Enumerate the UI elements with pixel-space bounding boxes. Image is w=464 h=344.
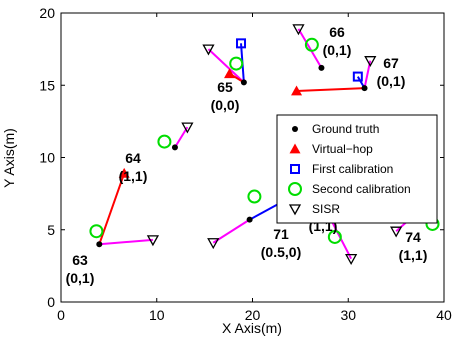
y-tick-label: 15	[39, 77, 55, 93]
node-state-label-67: (0,1)	[377, 73, 406, 89]
x-tick-label: 40	[436, 307, 452, 323]
node-state-label-66: (0,1)	[323, 42, 352, 58]
vhop-link-67	[296, 87, 365, 93]
legend-marker-sisr	[288, 204, 302, 216]
y-tick-label: 20	[39, 5, 55, 21]
node-id-label-67: 67	[383, 55, 399, 71]
sisr-marker-74	[390, 226, 403, 238]
ground-marker-63	[96, 241, 103, 248]
node-state-label-71: (0.5,0)	[261, 244, 301, 260]
sisr-marker-66	[292, 24, 305, 36]
legend-marker-first	[290, 164, 300, 174]
node-state-label-65: (0,0)	[211, 97, 240, 113]
second-marker-71	[247, 189, 262, 204]
sisr-link-64	[174, 126, 189, 148]
x-axis-label: X Axis(m)	[222, 320, 282, 336]
sisr-link-71	[212, 218, 251, 244]
legend-label-first: First calibration	[312, 162, 393, 176]
legend-label-vhop: Virtual−hop	[312, 142, 373, 156]
sisr-marker-63	[146, 235, 160, 247]
node-state-label-74: (1,1)	[399, 247, 428, 263]
second-marker-73	[327, 229, 342, 244]
legend-box	[276, 114, 438, 224]
vhop-marker-65	[224, 68, 236, 79]
sisr-marker-73	[345, 253, 358, 265]
legend-marker-vhop	[289, 143, 301, 154]
sisr-link-65	[207, 48, 245, 84]
y-tick-label: 10	[39, 150, 55, 166]
node-id-label-63: 63	[72, 252, 88, 268]
ground-marker-64	[171, 144, 178, 151]
ground-marker-66	[318, 64, 325, 71]
sisr-marker-67	[364, 56, 377, 68]
vhop-marker-67	[291, 85, 303, 96]
sisr-link-66	[297, 28, 323, 69]
legend-label-second: Second calibration	[312, 182, 411, 196]
y-axis-label: Y Axis(m)	[1, 128, 17, 188]
node-id-label-64: 64	[125, 150, 141, 166]
sisr-marker-71	[207, 238, 220, 250]
ground-marker-67	[361, 85, 368, 92]
node-id-label-74: 74	[405, 229, 421, 245]
first-marker-67	[352, 71, 363, 82]
second-marker-66	[304, 37, 319, 52]
legend-label-ground: Ground truth	[312, 122, 379, 136]
vhop-link-63	[98, 173, 126, 245]
node-state-label-63: (0,1)	[66, 270, 95, 286]
node-id-label-71: 71	[273, 226, 289, 242]
ground-marker-65	[240, 79, 247, 86]
x-tick-label: 20	[245, 307, 261, 323]
second-marker-63	[89, 224, 104, 239]
x-axis-ticks: 0 10 20 30 40	[57, 13, 452, 323]
y-tick-label: 5	[47, 222, 55, 238]
node-id-label-65: 65	[217, 79, 233, 95]
x-tick-label: 10	[149, 307, 165, 323]
legend-marker-ground	[292, 126, 298, 132]
node-id-label-66: 66	[329, 24, 345, 40]
sisr-link-63	[99, 238, 154, 246]
sisr-marker-64	[181, 122, 194, 134]
x-tick-label: 30	[340, 307, 356, 323]
node-state-label-64: (1,1)	[119, 168, 148, 184]
ground-marker-71	[246, 216, 253, 223]
vhop-marker-63	[118, 167, 130, 178]
sisr-marker-65	[202, 44, 215, 56]
first-marker-65	[236, 38, 247, 49]
legend-label-sisr: SISR	[312, 202, 340, 216]
x-tick-label: 0	[57, 307, 65, 323]
y-tick-label: 0	[47, 294, 55, 310]
y-axis-ticks: 0 5 10 15 20	[39, 5, 444, 310]
second-marker-64	[157, 134, 172, 149]
legend: Ground truth Virtual−hop First calibration…	[276, 114, 438, 224]
node-labels: 63 (0,1) 64 (1,1) 65 (0,0) 66 (0,1) 67 (0,1) 71 (0.…	[66, 24, 428, 286]
second-marker-65	[229, 56, 244, 71]
legend-marker-second	[288, 182, 302, 196]
